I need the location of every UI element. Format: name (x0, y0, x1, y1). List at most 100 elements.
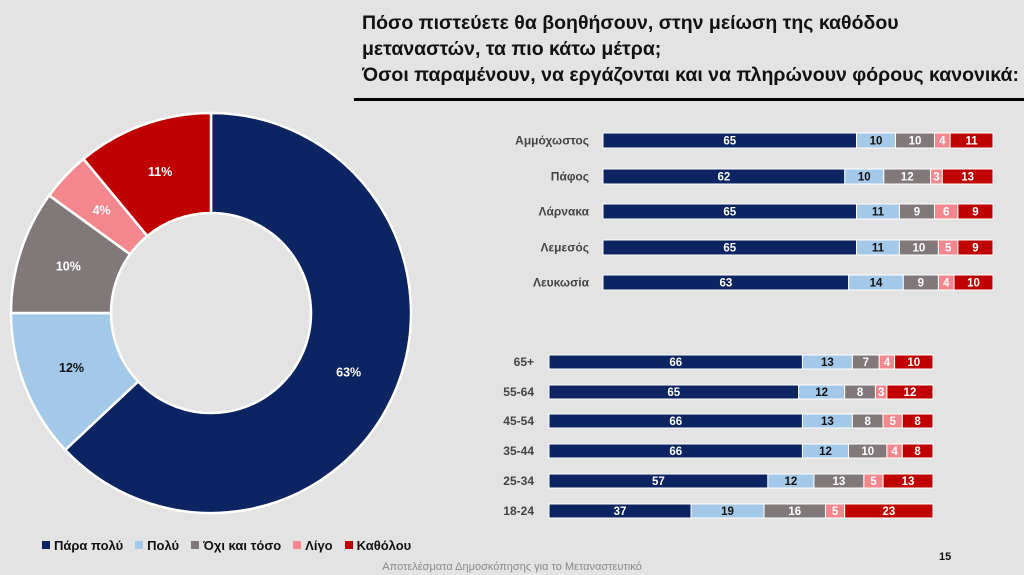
category-label: Αμμόχωστος (515, 134, 589, 148)
category-label: Λευκωσία (533, 276, 590, 290)
bar-value-label: 9 (972, 207, 978, 219)
category-label: Λεμεσός (540, 241, 589, 255)
donut-slice (81, 111, 213, 238)
legend-item: Όχι και τόσο (191, 538, 281, 553)
bar-value-label: 16 (788, 506, 801, 518)
title-line-3: Όσοι παραμένουν, να εργάζονται και να πλ… (362, 64, 1019, 86)
bar-value-label: 5 (832, 506, 839, 518)
chart-legend: Πάρα πολύ Πολύ Όχι και τόσο Λίγο Καθόλου (42, 538, 423, 553)
legend-swatch (344, 541, 353, 549)
category-label: 35-44 (503, 444, 534, 458)
bar-value-label: 57 (652, 476, 665, 488)
bar-value-label: 19 (721, 506, 734, 518)
bar-value-label: 12 (819, 446, 832, 458)
bar-value-label: 11 (872, 207, 885, 219)
legend-label: Όχι και τόσο (203, 538, 282, 553)
legend-swatch (191, 541, 200, 549)
legend-swatch (42, 541, 50, 549)
bar-value-label: 62 (718, 172, 731, 184)
legend-item: Λίγο (293, 538, 333, 553)
legend-item: Πολύ (135, 538, 179, 553)
bar-value-label: 4 (943, 278, 950, 290)
bar-value-label: 9 (972, 243, 978, 255)
bar-value-label: 11 (965, 136, 978, 148)
bar-value-label: 10 (907, 357, 920, 369)
bar-segment (941, 168, 994, 185)
donut-chart: 63% 12% 10% 4% 11% (9, 111, 413, 515)
bar-value-label: 12 (904, 387, 917, 399)
donut-slice (63, 111, 413, 515)
donut-slice-label: 11% (148, 165, 172, 179)
category-label: 18-24 (503, 504, 534, 518)
bar-segment (882, 473, 934, 489)
category-label: 45-54 (503, 414, 534, 428)
bar-value-label: 5 (889, 416, 896, 428)
bar-value-label: 13 (833, 476, 846, 488)
bar-segment (953, 274, 994, 291)
bar-value-label: 8 (857, 387, 864, 399)
age-stacked-bar-chart: 65+ 66 13 7 4 10 55-64 65 12 8 3 12 45-54 66 13 8 5 8 35-4… (503, 354, 934, 519)
legend-label: Λίγο (305, 538, 333, 553)
bar-segment (949, 132, 994, 149)
bar-value-label: 63 (719, 278, 732, 290)
bar-value-label: 5 (945, 243, 952, 255)
legend-label: Πολύ (147, 538, 180, 553)
bar-value-label: 65 (723, 243, 736, 255)
legend-item: Καθόλου (344, 538, 412, 553)
bar-value-label: 10 (913, 243, 926, 255)
category-label: 55-64 (503, 385, 534, 399)
bar-value-label: 66 (669, 357, 682, 369)
category-label: Πάφος (551, 170, 589, 184)
bar-value-label: 8 (865, 416, 872, 428)
page-number: 15 (939, 551, 952, 563)
legend-label: Πάρα πολύ (54, 538, 124, 553)
bar-segment (886, 384, 934, 400)
bar-segment (844, 503, 934, 519)
bar-value-label: 10 (967, 278, 980, 290)
legend-label: Καθόλου (356, 538, 412, 553)
bar-value-label: 10 (870, 136, 883, 148)
bar-value-label: 66 (669, 446, 682, 458)
bar-value-label: 10 (909, 136, 922, 148)
bar-value-label: 9 (914, 207, 920, 219)
chart-title: Πόσο πιστεύετε θα βοηθήσουν, στην μείωση… (362, 10, 1022, 88)
bar-value-label: 13 (902, 476, 915, 488)
bar-value-label: 3 (933, 172, 939, 184)
bar-segment (901, 443, 934, 459)
bar-value-label: 12 (785, 476, 798, 488)
bar-value-label: 8 (914, 416, 921, 428)
title-line-1: Πόσο πιστεύετε θα βοηθήσουν, στην μείωση… (362, 12, 899, 34)
donut-slice-label: 10% (56, 260, 81, 274)
bar-value-label: 13 (821, 357, 834, 369)
bar-segment (901, 413, 934, 429)
bar-value-label: 7 (863, 357, 869, 369)
footer-caption: Αποτελέσματα Δημοσκόπησης για το Μετανασ… (382, 561, 642, 573)
bar-value-label: 4 (884, 357, 891, 369)
bar-value-label: 12 (901, 172, 914, 184)
bar-value-label: 66 (669, 416, 682, 428)
bar-value-label: 10 (858, 172, 871, 184)
category-label: 65+ (514, 355, 534, 369)
bar-value-label: 6 (943, 207, 949, 219)
bar-value-label: 11 (872, 243, 885, 255)
bar-value-label: 3 (878, 387, 884, 399)
legend-swatch (293, 541, 302, 549)
bar-value-label: 8 (914, 446, 921, 458)
bar-value-label: 23 (882, 506, 895, 518)
bar-value-label: 5 (870, 476, 877, 488)
bar-segment (957, 203, 994, 220)
category-label: Λάρνακα (538, 205, 589, 219)
bar-value-label: 37 (614, 506, 627, 518)
bar-value-label: 10 (861, 446, 874, 458)
bar-value-label: 13 (821, 416, 834, 428)
bar-segment (957, 239, 994, 256)
bar-value-label: 14 (870, 278, 883, 290)
bar-value-label: 65 (667, 387, 680, 399)
bar-value-label: 65 (723, 207, 736, 219)
donut-slice-label: 12% (59, 361, 84, 375)
donut-slice-label: 63% (336, 366, 361, 380)
legend-swatch (135, 541, 144, 549)
category-label: 25-34 (503, 474, 534, 488)
